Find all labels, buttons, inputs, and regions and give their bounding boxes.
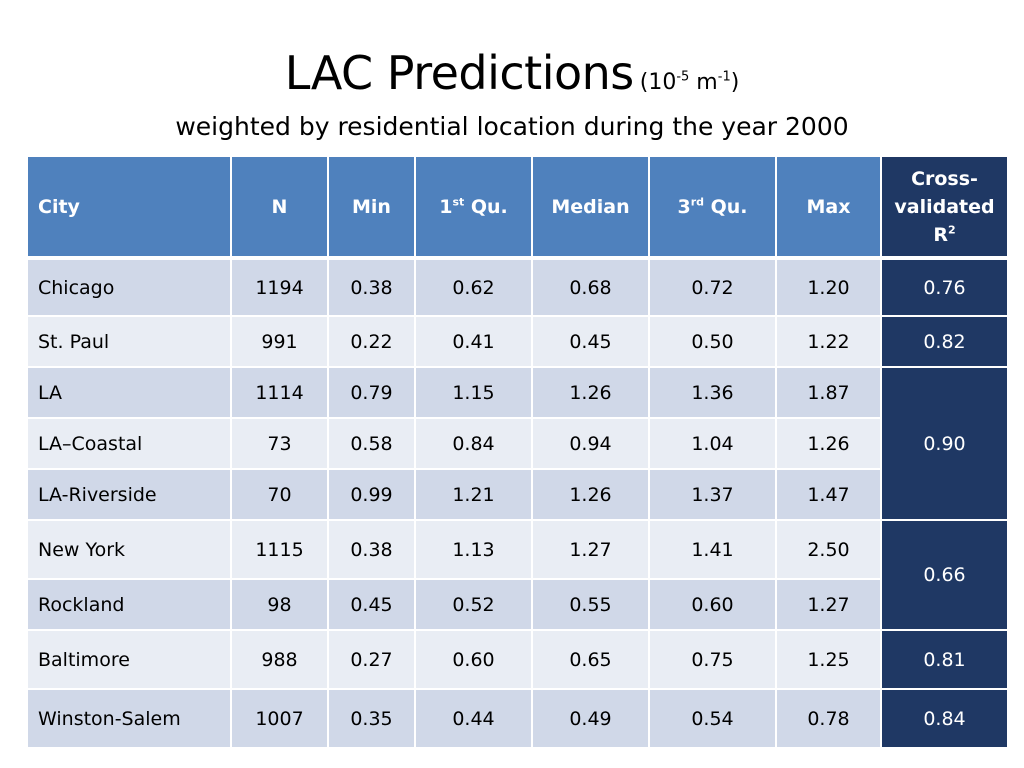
cell-median: 0.68 bbox=[531, 257, 650, 317]
cell-q3: 0.75 bbox=[648, 629, 777, 690]
table-row: LA 1114 0.79 1.15 1.26 1.36 1.87 0.90 bbox=[26, 366, 1009, 521]
header-city: City bbox=[26, 155, 232, 260]
cell-q1: 1.15 bbox=[414, 366, 533, 419]
cell-max: 1.47 bbox=[775, 468, 882, 521]
cell-max: 1.27 bbox=[775, 578, 882, 631]
cell-n: 98 bbox=[230, 578, 329, 631]
cell-r2: 0.82 bbox=[880, 315, 1009, 368]
cell-city: Baltimore bbox=[26, 629, 232, 690]
cell-max: 1.25 bbox=[775, 629, 882, 690]
cell-q1: 0.52 bbox=[414, 578, 533, 631]
page-title: LAC Predictions (10-5 m-1) bbox=[0, 46, 1024, 100]
cell-q3: 1.37 bbox=[648, 468, 777, 521]
header-q1: 1st Qu. bbox=[414, 155, 533, 260]
cell-q1: 0.44 bbox=[414, 688, 533, 749]
cell-max: 1.87 bbox=[775, 366, 882, 419]
cell-min: 0.99 bbox=[327, 468, 416, 521]
cell-q1: 0.62 bbox=[414, 257, 533, 317]
cell-n: 1115 bbox=[230, 519, 329, 580]
cell-max: 1.20 bbox=[775, 257, 882, 317]
cell-q1: 0.41 bbox=[414, 315, 533, 368]
cell-n: 1194 bbox=[230, 257, 329, 317]
cell-min: 0.58 bbox=[327, 417, 416, 470]
cell-n: 1114 bbox=[230, 366, 329, 419]
cell-q3: 0.72 bbox=[648, 257, 777, 317]
cell-r2: 0.76 bbox=[880, 257, 1009, 317]
header-n: N bbox=[230, 155, 329, 260]
cell-min: 0.35 bbox=[327, 688, 416, 749]
cell-max: 1.22 bbox=[775, 315, 882, 368]
header-min: Min bbox=[327, 155, 416, 260]
cell-median: 0.55 bbox=[531, 578, 650, 631]
cell-q1: 0.84 bbox=[414, 417, 533, 470]
lac-predictions-table: City N Min 1st Qu. Median 3rd Qu. Max Cr… bbox=[26, 155, 1009, 749]
cell-q3: 1.04 bbox=[648, 417, 777, 470]
cell-n: 1007 bbox=[230, 688, 329, 749]
cell-min: 0.79 bbox=[327, 366, 416, 419]
cell-min: 0.27 bbox=[327, 629, 416, 690]
cell-max: 2.50 bbox=[775, 519, 882, 580]
cell-median: 1.27 bbox=[531, 519, 650, 580]
table-row: LA-Riverside 70 0.99 1.21 1.26 1.37 1.47 bbox=[26, 468, 1008, 521]
cell-r2: 0.90 bbox=[880, 366, 1009, 521]
cell-median: 0.49 bbox=[531, 688, 650, 749]
cell-q1: 1.21 bbox=[414, 468, 533, 521]
header-q3: 3rd Qu. bbox=[648, 155, 777, 260]
cell-r2: 0.66 bbox=[880, 519, 1009, 631]
cell-min: 0.45 bbox=[327, 578, 416, 631]
table-row: Rockland 98 0.45 0.52 0.55 0.60 1.27 bbox=[26, 578, 1008, 631]
cell-q3: 1.41 bbox=[648, 519, 777, 580]
table-row: LA–Coastal 73 0.58 0.84 0.94 1.04 1.26 bbox=[26, 417, 1008, 470]
cell-city: LA–Coastal bbox=[26, 417, 232, 470]
cell-city: Chicago bbox=[26, 257, 232, 317]
cell-min: 0.38 bbox=[327, 257, 416, 317]
cell-city: LA-Riverside bbox=[26, 468, 232, 521]
cell-q3: 0.54 bbox=[648, 688, 777, 749]
cell-median: 0.65 bbox=[531, 629, 650, 690]
cell-n: 73 bbox=[230, 417, 329, 470]
page-subtitle: weighted by residential location during … bbox=[175, 112, 849, 141]
cell-r2: 0.81 bbox=[880, 629, 1009, 690]
header-max: Max bbox=[775, 155, 882, 260]
cell-max: 1.26 bbox=[775, 417, 882, 470]
cell-n: 988 bbox=[230, 629, 329, 690]
cell-city: New York bbox=[26, 519, 232, 580]
cell-city: Winston-Salem bbox=[26, 688, 232, 749]
table-row: Chicago 1194 0.38 0.62 0.68 0.72 1.20 0.… bbox=[26, 257, 1009, 317]
cell-city: Rockland bbox=[26, 578, 232, 631]
cell-q1: 0.60 bbox=[414, 629, 533, 690]
cell-q1: 1.13 bbox=[414, 519, 533, 580]
cell-median: 0.94 bbox=[531, 417, 650, 470]
cell-r2: 0.84 bbox=[880, 688, 1009, 749]
cell-median: 0.45 bbox=[531, 315, 650, 368]
cell-n: 70 bbox=[230, 468, 329, 521]
title-units: (10-5 m-1) bbox=[639, 69, 740, 95]
cell-q3: 0.60 bbox=[648, 578, 777, 631]
cell-n: 991 bbox=[230, 315, 329, 368]
cell-city: St. Paul bbox=[26, 315, 232, 368]
table-row: Baltimore 988 0.27 0.60 0.65 0.75 1.25 0… bbox=[26, 629, 1009, 690]
cell-median: 1.26 bbox=[531, 468, 650, 521]
cell-min: 0.38 bbox=[327, 519, 416, 580]
cell-median: 1.26 bbox=[531, 366, 650, 419]
table-row: St. Paul 991 0.22 0.41 0.45 0.50 1.22 0.… bbox=[26, 315, 1009, 368]
title-main: LAC Predictions bbox=[284, 46, 635, 100]
cell-city: LA bbox=[26, 366, 232, 419]
cell-q3: 0.50 bbox=[648, 315, 777, 368]
header-median: Median bbox=[531, 155, 650, 260]
cell-max: 0.78 bbox=[775, 688, 882, 749]
cell-min: 0.22 bbox=[327, 315, 416, 368]
table-header-row: City N Min 1st Qu. Median 3rd Qu. Max Cr… bbox=[26, 155, 1009, 260]
header-r2: Cross-validated R2 bbox=[880, 155, 1009, 260]
cell-q3: 1.36 bbox=[648, 366, 777, 419]
table-row: Winston-Salem 1007 0.35 0.44 0.49 0.54 0… bbox=[26, 688, 1009, 749]
table-row: New York 1115 0.38 1.13 1.27 1.41 2.50 0… bbox=[26, 519, 1009, 631]
